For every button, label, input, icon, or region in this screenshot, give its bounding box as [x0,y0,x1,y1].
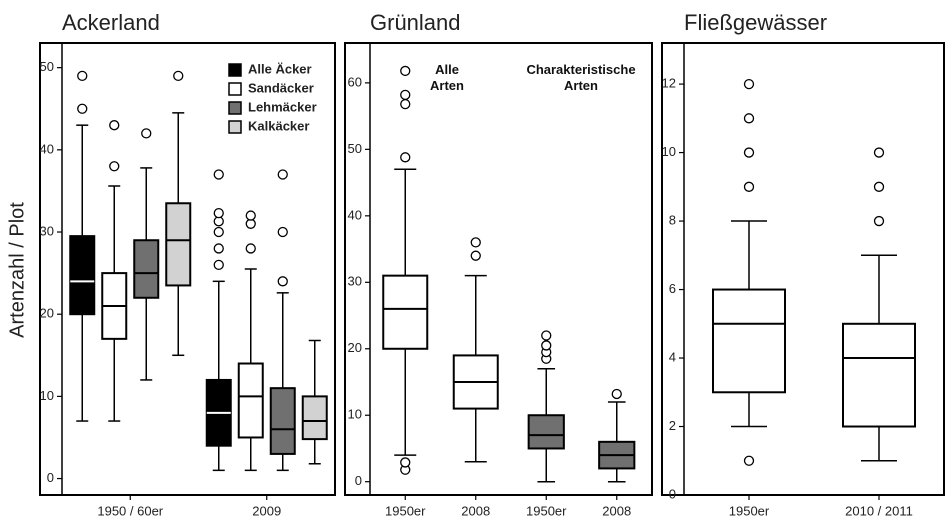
annotation: Alle Arten [430,62,464,93]
outlier [541,340,552,351]
legend-swatch [228,82,242,96]
legend-swatch [228,120,242,134]
y-tick-label: 20 [40,306,54,321]
outlier [109,161,120,172]
outlier [873,181,885,192]
outlier [109,120,120,131]
annotation: Charakteristische Arten [526,62,636,93]
panel-title: Grünland [370,10,461,35]
outlier [400,152,411,163]
x-tick-label: 1950er [385,503,426,518]
y-tick-label: 30 [40,223,54,238]
box [712,288,786,394]
outlier [77,103,88,114]
y-tick-label: 4 [669,349,676,364]
legend-label: Alle Äcker [248,61,312,76]
panel-frame [39,42,336,496]
outlier [743,455,755,466]
outlier [213,259,224,271]
outlier [743,181,755,192]
y-tick-label: 10 [662,144,676,159]
outlier [213,207,224,219]
x-tick-label: 1950er [526,503,567,518]
box [301,395,328,441]
y-axis-label: Artenzahl / Plot [6,202,28,338]
y-tick-label: 6 [669,281,676,296]
box [269,387,296,455]
y-tick-label: 50 [348,141,362,156]
box [69,235,96,316]
outlier [141,128,152,139]
y-tick-label: 40 [348,207,362,222]
y-tick-label: 40 [40,141,54,156]
outlier [470,237,481,248]
outlier [277,226,288,238]
outlier [743,147,755,158]
outlier [743,113,755,124]
outlier [743,78,755,90]
box [842,322,916,428]
outlier [277,169,288,180]
y-tick-label: 2 [669,418,676,433]
outlier [213,243,224,254]
outlier [470,250,481,261]
box [382,274,429,350]
box [527,414,565,450]
x-tick-label: 2008 [461,503,490,518]
legend-swatch [228,101,242,115]
y-tick-label: 0 [669,486,676,501]
panel-title: Fließgewässer [684,10,827,35]
y-tick-label: 10 [40,388,54,403]
legend-swatch [228,63,242,77]
y-tick-label: 0 [47,470,54,485]
x-tick-label: 2010 / 2011 [845,503,913,518]
outlier [277,276,288,287]
x-tick-label: 1950 / 60er [97,503,163,518]
panel-title: Ackerland [62,10,160,35]
outlier [400,65,411,77]
y-tick-label: 50 [40,59,54,74]
outlier [173,70,184,82]
y-tick-label: 20 [348,340,362,355]
outlier [77,70,88,82]
outlier [400,99,411,110]
outlier [541,330,552,341]
y-tick-label: 30 [348,274,362,289]
x-tick-label: 2009 [252,503,281,518]
x-tick-label: 2008 [602,503,631,518]
y-tick-label: 10 [348,407,362,422]
legend-label: Sandäcker [248,80,314,95]
box [133,239,160,299]
outlier [400,457,411,468]
outlier [245,243,256,254]
outlier [213,226,224,238]
outlier [213,169,224,180]
y-tick-label: 8 [669,212,676,227]
legend-label: Kalkäcker [248,118,309,133]
outlier [873,215,885,227]
legend-label: Lehmäcker [248,99,317,114]
panel-frame [661,42,945,496]
panel-frame [344,42,653,496]
box [165,202,192,287]
outlier [611,388,622,400]
y-tick-label: 0 [355,473,362,488]
y-tick-label: 12 [662,76,676,91]
box [237,362,264,439]
x-tick-label: 1950er [729,503,770,518]
outlier [873,147,885,158]
outlier [400,89,411,100]
y-tick-label: 60 [348,74,362,89]
outlier [245,210,256,221]
